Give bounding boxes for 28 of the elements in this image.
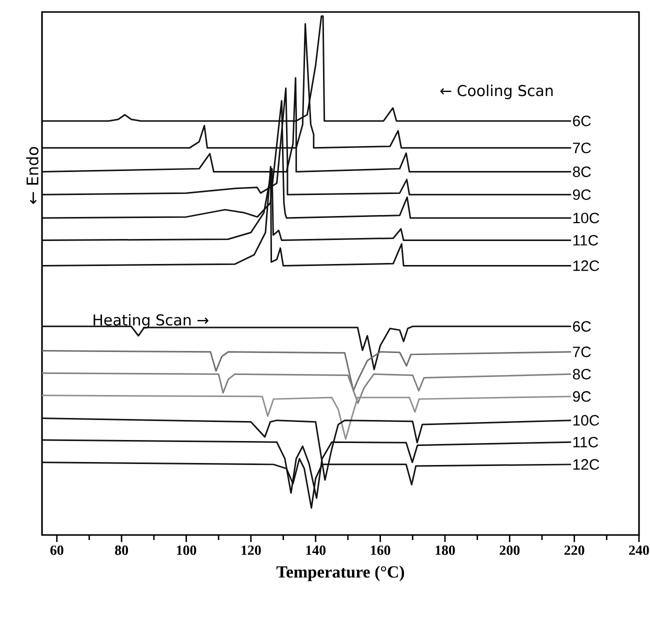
x-tick-label: 140 xyxy=(306,546,326,555)
x-tick-label: 220 xyxy=(564,546,584,555)
annotation: Heating Scan → xyxy=(94,314,208,328)
x-tick-label: 80 xyxy=(115,546,128,555)
series-label: 7C xyxy=(573,346,591,358)
series-label: 9C xyxy=(572,391,591,402)
x-tick-label: 180 xyxy=(436,546,455,555)
x-tick-label: 240 xyxy=(629,546,649,555)
series-label: 12C xyxy=(573,260,600,271)
series-label: 10C xyxy=(573,212,600,224)
x-tick-label: 100 xyxy=(176,546,196,555)
x-axis-title: Temperature (°C) xyxy=(276,566,404,582)
series-label: 8C xyxy=(572,166,591,178)
x-tick-label: 120 xyxy=(242,546,261,555)
y-axis-title: ← Endo xyxy=(26,147,38,204)
x-tick-label: 200 xyxy=(500,546,520,555)
series-label: 11C xyxy=(573,436,598,448)
x-tick-label: 60 xyxy=(50,546,64,555)
x-tick-label: 160 xyxy=(370,546,390,555)
series-label: 8C xyxy=(572,368,591,380)
series-label: 10C xyxy=(573,415,600,426)
series-label: 9C xyxy=(572,189,591,200)
series-label: 11C xyxy=(573,234,598,246)
series-label: 12C xyxy=(573,459,600,470)
series-label: 7C xyxy=(573,142,591,154)
annotation: ← Cooling Scan xyxy=(440,84,553,100)
series-label: 6C xyxy=(573,321,591,332)
series-label: 6C xyxy=(573,116,591,126)
